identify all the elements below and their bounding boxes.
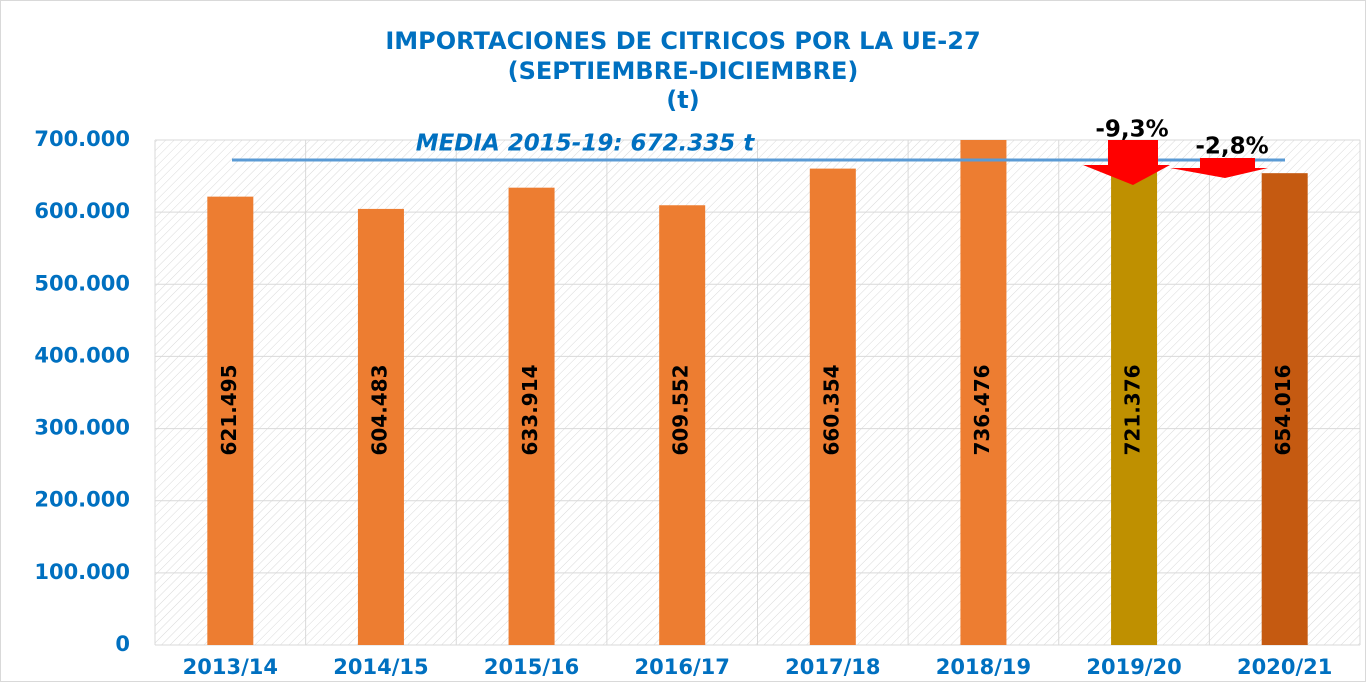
x-tick-label: 2017/18: [785, 655, 880, 679]
chart-subtitle: (SEPTIEMBRE-DICIEMBRE): [508, 57, 859, 85]
x-tick-label: 2020/21: [1237, 655, 1332, 679]
bar: [357, 208, 404, 645]
chart-unit: (t): [666, 86, 699, 114]
x-tick-label: 2018/19: [936, 655, 1031, 679]
data-label: 633.914: [518, 364, 542, 455]
data-label: 660.354: [819, 364, 843, 455]
x-tick-label: 2015/16: [484, 655, 579, 679]
data-label: 621.495: [217, 364, 241, 455]
data-label: 654.016: [1271, 364, 1295, 455]
bar: [1111, 140, 1158, 645]
bar: [1261, 173, 1308, 645]
bar: [809, 168, 856, 645]
arrow-down: [1083, 140, 1170, 185]
y-tick-label: 0: [115, 632, 130, 656]
y-tick-label: 100.000: [34, 560, 130, 584]
data-label: 721.376: [1121, 364, 1145, 455]
y-tick-label: 500.000: [34, 271, 130, 295]
data-label: 736.476: [970, 364, 994, 455]
bar: [207, 196, 254, 645]
change-annotation: -9,3%: [1095, 117, 1168, 143]
bar: [659, 205, 706, 645]
x-tick-label: 2016/17: [635, 655, 730, 679]
x-tick-label: 2014/15: [333, 655, 428, 679]
x-tick-label: 2019/20: [1086, 655, 1181, 679]
y-tick-label: 700.000: [34, 127, 130, 151]
arrow-down: [1170, 158, 1268, 178]
bar: [508, 187, 555, 645]
mean-label: MEDIA 2015-19: 672.335 t: [416, 130, 756, 156]
bar: [960, 140, 1007, 645]
data-label: 609.552: [669, 364, 693, 455]
y-tick-label: 600.000: [34, 199, 130, 223]
y-tick-label: 200.000: [34, 488, 130, 512]
chart-title: IMPORTACIONES DE CITRICOS POR LA UE-27: [385, 27, 980, 55]
bars: [207, 140, 1308, 645]
grid: [154, 139, 1361, 646]
x-tick-label: 2013/14: [183, 655, 278, 679]
y-tick-label: 400.000: [34, 343, 130, 367]
y-tick-label: 300.000: [34, 416, 130, 440]
data-label: 604.483: [367, 364, 391, 455]
change-annotation: -2,8%: [1195, 134, 1268, 160]
